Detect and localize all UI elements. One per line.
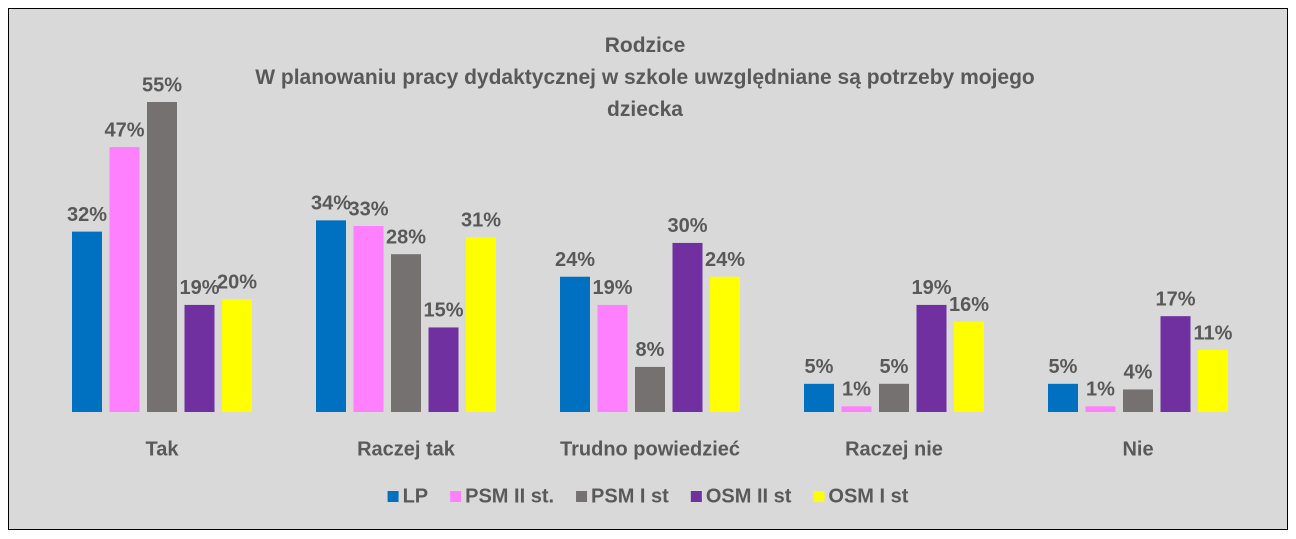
- data-label: 16%: [949, 294, 989, 316]
- bar: [184, 304, 215, 412]
- bar: [804, 383, 834, 412]
- legend-label: PSM I st: [591, 485, 669, 507]
- data-label: 5%: [1049, 356, 1078, 378]
- bar: [147, 102, 177, 412]
- data-label: 5%: [880, 356, 909, 378]
- legend-label: OSM I st: [828, 485, 908, 507]
- bar: [560, 276, 590, 412]
- bar: [1085, 406, 1116, 412]
- bar: [109, 147, 140, 412]
- legend-swatch: [576, 491, 588, 502]
- data-label: 34%: [311, 193, 351, 215]
- chart-title: Rodzice: [604, 34, 686, 57]
- data-label: 55%: [142, 74, 182, 96]
- x-tick-label: Raczej nie: [845, 438, 943, 460]
- bar: [1198, 350, 1228, 412]
- bar: [710, 276, 740, 412]
- bar: [72, 231, 102, 412]
- x-tick-label: Raczej tak: [357, 438, 456, 460]
- bar: [916, 304, 947, 412]
- bar: [466, 237, 496, 412]
- data-label: 30%: [667, 215, 707, 237]
- bar: [316, 220, 346, 412]
- bar: [353, 226, 384, 412]
- data-label: 19%: [911, 277, 951, 299]
- data-label: 19%: [179, 277, 219, 299]
- data-label: 4%: [1124, 362, 1153, 384]
- legend-swatch: [450, 491, 462, 502]
- data-label: 33%: [348, 198, 388, 220]
- bar: [597, 304, 628, 412]
- data-label: 20%: [217, 272, 257, 294]
- legend-swatch: [813, 491, 825, 502]
- titles: Rodzice W planowaniu pracy dydaktycznej …: [230, 30, 1060, 126]
- data-label: 47%: [104, 119, 144, 141]
- bar: [672, 242, 703, 412]
- chart-subtitle: W planowaniu pracy dydaktycznej w szkole…: [255, 66, 1035, 121]
- bar: [428, 327, 459, 412]
- bar: [635, 366, 665, 412]
- x-tick-label: Trudno powiedzieć: [560, 438, 740, 460]
- legend-label: OSM II st: [706, 485, 792, 507]
- bar: [841, 406, 872, 412]
- bar: [222, 299, 252, 412]
- legend-swatch: [690, 491, 702, 502]
- legend-label: LP: [403, 485, 429, 507]
- bar: [1048, 383, 1078, 412]
- legend-label: PSM II st.: [465, 485, 554, 507]
- data-label: 19%: [592, 277, 632, 299]
- data-label: 11%: [1194, 322, 1233, 344]
- data-label: 17%: [1155, 288, 1195, 310]
- x-tick-label: Tak: [146, 438, 180, 460]
- data-label: 15%: [423, 300, 463, 322]
- data-label: 1%: [842, 379, 871, 401]
- bar: [1123, 389, 1153, 412]
- chart-area: [8, 8, 1288, 530]
- legend-swatch: [387, 491, 399, 502]
- data-label: 5%: [805, 356, 834, 378]
- x-tick-label: Nie: [1122, 438, 1153, 460]
- data-label: 1%: [1086, 379, 1115, 401]
- data-label: 32%: [67, 204, 107, 226]
- data-label: 24%: [705, 249, 745, 271]
- bar: [391, 254, 421, 412]
- data-label: 24%: [555, 249, 595, 271]
- data-label: 8%: [636, 339, 665, 361]
- bar: [1160, 316, 1191, 412]
- data-label: 28%: [386, 226, 426, 248]
- bar: [954, 321, 984, 412]
- bar: [879, 383, 909, 412]
- data-label: 31%: [461, 210, 501, 232]
